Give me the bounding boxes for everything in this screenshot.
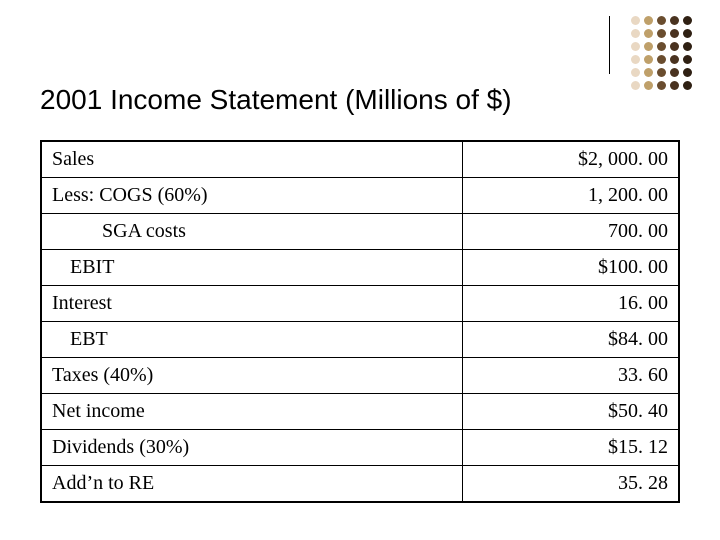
dot-icon: [683, 29, 692, 38]
row-value: $84. 00: [462, 322, 679, 358]
dot-icon: [631, 68, 640, 77]
dot-icon: [683, 68, 692, 77]
dot-icon: [644, 55, 653, 64]
divider-line: [609, 16, 610, 74]
dot-column: [657, 16, 666, 90]
table-row: EBIT$100. 00: [41, 250, 679, 286]
dot-icon: [670, 29, 679, 38]
dot-icon: [631, 42, 640, 51]
dot-icon: [683, 81, 692, 90]
row-value: 1, 200. 00: [462, 178, 679, 214]
row-value: $100. 00: [462, 250, 679, 286]
row-label: EBT: [41, 322, 462, 358]
row-value: $2, 000. 00: [462, 141, 679, 178]
income-statement-table: Sales$2, 000. 00Less: COGS (60%)1, 200. …: [40, 140, 680, 503]
dot-icon: [644, 81, 653, 90]
dot-column: [631, 16, 640, 90]
row-label: Less: COGS (60%): [41, 178, 462, 214]
dot-icon: [670, 81, 679, 90]
dot-icon: [670, 42, 679, 51]
income-statement-body: Sales$2, 000. 00Less: COGS (60%)1, 200. …: [41, 141, 679, 502]
dot-icon: [631, 16, 640, 25]
row-label: Sales: [41, 141, 462, 178]
dot-icon: [644, 68, 653, 77]
row-value: $15. 12: [462, 430, 679, 466]
row-value: 33. 60: [462, 358, 679, 394]
table-row: SGA costs700. 00: [41, 214, 679, 250]
table-row: Add’n to RE35. 28: [41, 466, 679, 503]
row-label: EBIT: [41, 250, 462, 286]
dot-icon: [657, 68, 666, 77]
dot-icon: [644, 16, 653, 25]
row-value: 16. 00: [462, 286, 679, 322]
page-title: 2001 Income Statement (Millions of $): [40, 84, 512, 116]
corner-dot-decoration: [631, 16, 692, 90]
dot-icon: [644, 42, 653, 51]
dot-column: [670, 16, 679, 90]
dot-icon: [657, 29, 666, 38]
dot-icon: [683, 16, 692, 25]
row-value: 700. 00: [462, 214, 679, 250]
dot-icon: [683, 42, 692, 51]
dot-icon: [631, 81, 640, 90]
dot-icon: [670, 16, 679, 25]
row-value: 35. 28: [462, 466, 679, 503]
table-row: Net income$50. 40: [41, 394, 679, 430]
row-label: Taxes (40%): [41, 358, 462, 394]
table-row: Dividends (30%)$15. 12: [41, 430, 679, 466]
dot-icon: [644, 29, 653, 38]
dot-icon: [670, 68, 679, 77]
row-label: SGA costs: [41, 214, 462, 250]
dot-icon: [683, 55, 692, 64]
table-row: EBT$84. 00: [41, 322, 679, 358]
row-label: Add’n to RE: [41, 466, 462, 503]
dot-icon: [631, 55, 640, 64]
dot-column: [644, 16, 653, 90]
row-value: $50. 40: [462, 394, 679, 430]
table-row: Taxes (40%)33. 60: [41, 358, 679, 394]
row-label: Interest: [41, 286, 462, 322]
dot-icon: [631, 29, 640, 38]
income-statement-table-wrap: Sales$2, 000. 00Less: COGS (60%)1, 200. …: [40, 140, 680, 503]
dot-icon: [670, 55, 679, 64]
dot-icon: [657, 42, 666, 51]
row-label: Dividends (30%): [41, 430, 462, 466]
table-row: Less: COGS (60%)1, 200. 00: [41, 178, 679, 214]
table-row: Sales$2, 000. 00: [41, 141, 679, 178]
dot-icon: [657, 81, 666, 90]
table-row: Interest16. 00: [41, 286, 679, 322]
dot-icon: [657, 55, 666, 64]
row-label: Net income: [41, 394, 462, 430]
dot-icon: [657, 16, 666, 25]
dot-column: [683, 16, 692, 90]
